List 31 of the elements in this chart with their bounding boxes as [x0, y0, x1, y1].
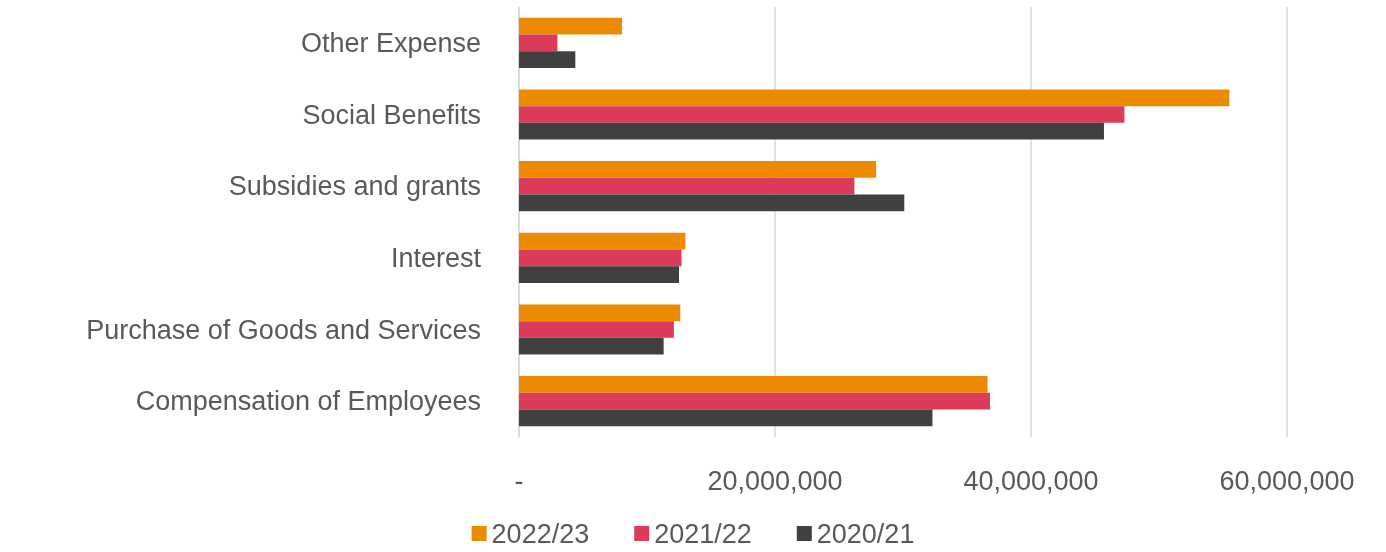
bar	[519, 161, 877, 178]
bar	[519, 304, 681, 322]
y-tick-label: Interest	[390, 242, 482, 273]
bar	[519, 337, 664, 355]
y-tick-label: Compensation of Employees	[135, 386, 481, 417]
y-tick-label: Social Benefits	[302, 99, 481, 130]
y-tick-label: Purchase of Goods and Services	[86, 314, 481, 345]
bar	[519, 51, 576, 68]
x-tick-label: 40,000,000	[963, 465, 1099, 496]
bar	[519, 376, 988, 393]
bar	[519, 17, 623, 35]
bar	[519, 266, 679, 283]
y-tick-label: Other Expense	[300, 27, 481, 58]
bar	[519, 321, 674, 338]
bar	[519, 106, 1125, 123]
y-tick-label: Subsidies and grants	[228, 171, 481, 202]
legend-label: 2022/23	[491, 518, 590, 549]
x-tick-label: 20,000,000	[707, 465, 843, 496]
bar	[519, 249, 682, 267]
legend-label: 2021/22	[654, 518, 752, 549]
bar	[519, 232, 686, 250]
legend-label: 2020/21	[816, 518, 915, 549]
bar	[519, 177, 855, 195]
x-tick-label: 60,000,000	[1219, 465, 1355, 496]
bar	[519, 392, 991, 410]
x-tick-label: -	[514, 465, 524, 496]
bar	[519, 409, 933, 427]
bar	[519, 89, 1230, 107]
bar	[519, 194, 905, 212]
bar	[519, 122, 1104, 140]
bar	[519, 34, 558, 52]
